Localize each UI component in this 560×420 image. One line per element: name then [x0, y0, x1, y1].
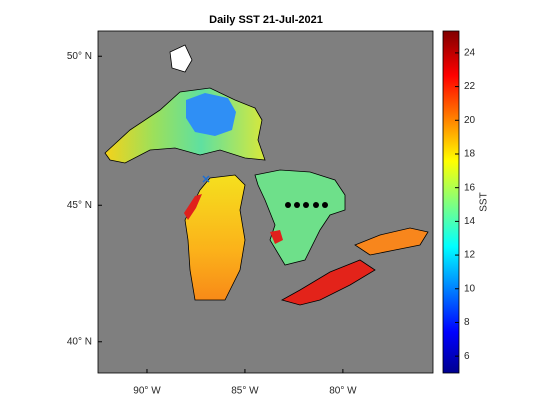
green-bay: [184, 194, 202, 220]
colorbar-tick-label: 14: [464, 216, 476, 227]
map-title: Daily SST 21-Jul-2021: [209, 14, 323, 26]
station: [313, 202, 319, 208]
saginaw-bay: [270, 230, 283, 244]
x-tick-label: 85° W: [231, 386, 259, 397]
lake-erie: [280, 259, 376, 306]
colorbar-tick-label: 22: [464, 81, 476, 92]
lake-michigan: [184, 174, 246, 301]
colorbar-tick-label: 16: [464, 182, 476, 193]
station: [285, 202, 291, 208]
stations: [285, 202, 328, 208]
colorbar-tick-label: 12: [464, 250, 476, 261]
x-tick-label: 80° W: [329, 386, 357, 397]
colorbar-tick-label: 8: [464, 317, 470, 328]
y-tick-label: 50° N: [67, 51, 92, 62]
colorbar-tick-label: 6: [464, 351, 470, 362]
x-tick-label: 90° W: [133, 386, 161, 397]
station: [294, 202, 300, 208]
map-frame: [97, 30, 434, 374]
colorbar: [442, 30, 460, 374]
station: [322, 202, 328, 208]
lake-ontario: [354, 227, 429, 256]
colorbar-tick-label: 18: [464, 149, 476, 160]
colorbar-tick-label: 20: [464, 115, 476, 126]
y-tick-label: 40° N: [67, 336, 92, 347]
colorbar-label: SST: [479, 192, 490, 211]
colorbar-tick-label: 24: [464, 48, 476, 59]
colorbar-tick-label: 10: [464, 283, 476, 294]
map: [97, 30, 434, 374]
lake-nipigon: [169, 44, 193, 73]
buoy-marker: [202, 175, 210, 183]
y-tick-label: 45° N: [67, 200, 92, 211]
cold-region: [186, 93, 236, 136]
station: [303, 202, 309, 208]
